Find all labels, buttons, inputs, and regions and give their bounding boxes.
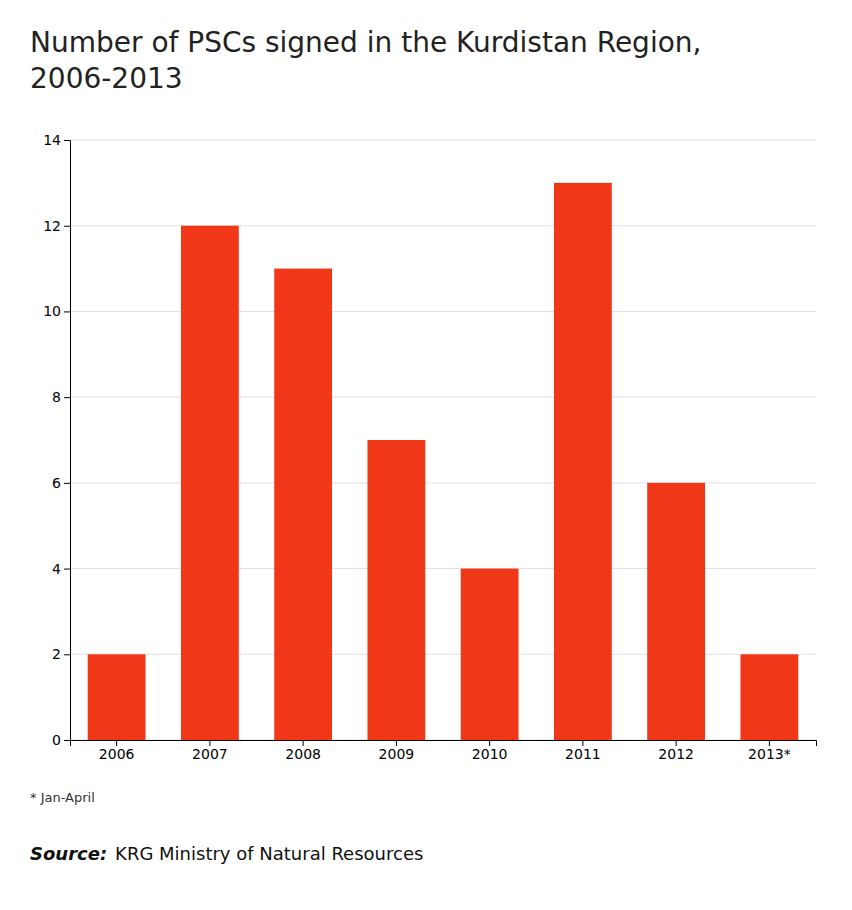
x-tick: 2013* [748, 740, 791, 762]
y-axis-line [64, 141, 71, 741]
x-tick: 2006 [99, 740, 135, 762]
x-tick: 2011 [565, 740, 601, 762]
title-line: 2006-2013 [30, 62, 183, 95]
y-tick-mark [64, 140, 70, 141]
x-tick: 2010 [472, 740, 508, 762]
y-tick-label: 4 [52, 561, 61, 577]
x-tick-label: 2009 [379, 746, 415, 762]
x-tick-label: 2010 [472, 746, 508, 762]
x-tick-label: 2013* [748, 746, 791, 762]
y-tick: 10 [43, 303, 70, 319]
y-tick-mark [64, 740, 70, 741]
y-tick: 4 [52, 561, 70, 577]
y-tick-label: 6 [52, 475, 61, 491]
x-tick-label: 2007 [192, 746, 228, 762]
y-tick: 8 [52, 389, 70, 405]
y-tick-label: 10 [43, 303, 61, 319]
bar [647, 483, 705, 740]
footnote: * Jan-April [30, 790, 95, 805]
grid-line [70, 140, 816, 141]
x-tick: 2009 [379, 740, 415, 762]
chart-svg: Number of PSCs signed in the Kurdistan R… [0, 0, 852, 910]
y-tick-label: 8 [52, 389, 61, 405]
source-text: KRG Ministry of Natural Resources [115, 843, 423, 864]
bar [554, 183, 612, 740]
x-tick: 2007 [192, 740, 228, 762]
y-tick: 0 [52, 732, 70, 748]
title-line: Number of PSCs signed in the Kurdistan R… [30, 26, 701, 59]
x-tick-label: 2011 [565, 746, 601, 762]
bar [461, 569, 519, 740]
y-tick-label: 12 [43, 218, 61, 234]
source: Source: KRG Ministry of Natural Resources [30, 843, 423, 864]
bar [88, 654, 146, 740]
y-tick-mark [64, 569, 70, 570]
bar [367, 440, 425, 740]
y-tick: 6 [52, 475, 70, 491]
y-tick: 12 [43, 218, 70, 234]
x-tick-label: 2012 [658, 746, 694, 762]
y-tick-mark [64, 226, 70, 227]
title: Number of PSCs signed in the Kurdistan R… [30, 26, 701, 95]
grid [70, 140, 816, 740]
plot: 0246810121420062007200820092010201120122… [43, 132, 816, 762]
y-tick-label: 2 [52, 646, 61, 662]
bar [274, 269, 332, 740]
y-tick-mark [64, 397, 70, 398]
bars [88, 183, 799, 740]
x-tick-label: 2006 [99, 746, 135, 762]
y-tick: 14 [43, 132, 70, 148]
y-tick-mark [64, 654, 70, 655]
x-axis: 2006 2007 2008 2009 2010 2011 2012 2013* [71, 740, 817, 762]
y-axis: 0 2 4 6 8 10 12 14 [43, 132, 70, 748]
x-tick-label: 2008 [285, 746, 321, 762]
y-tick: 2 [52, 646, 70, 662]
bar [181, 226, 239, 740]
x-axis-line [71, 741, 817, 747]
x-tick: 2008 [285, 740, 321, 762]
y-tick-mark [64, 483, 70, 484]
y-tick-label: 14 [43, 132, 61, 148]
bar [740, 654, 798, 740]
y-tick-label: 0 [52, 732, 61, 748]
source-label: Source: [30, 843, 107, 864]
y-tick-mark [64, 311, 70, 312]
x-tick: 2012 [658, 740, 694, 762]
